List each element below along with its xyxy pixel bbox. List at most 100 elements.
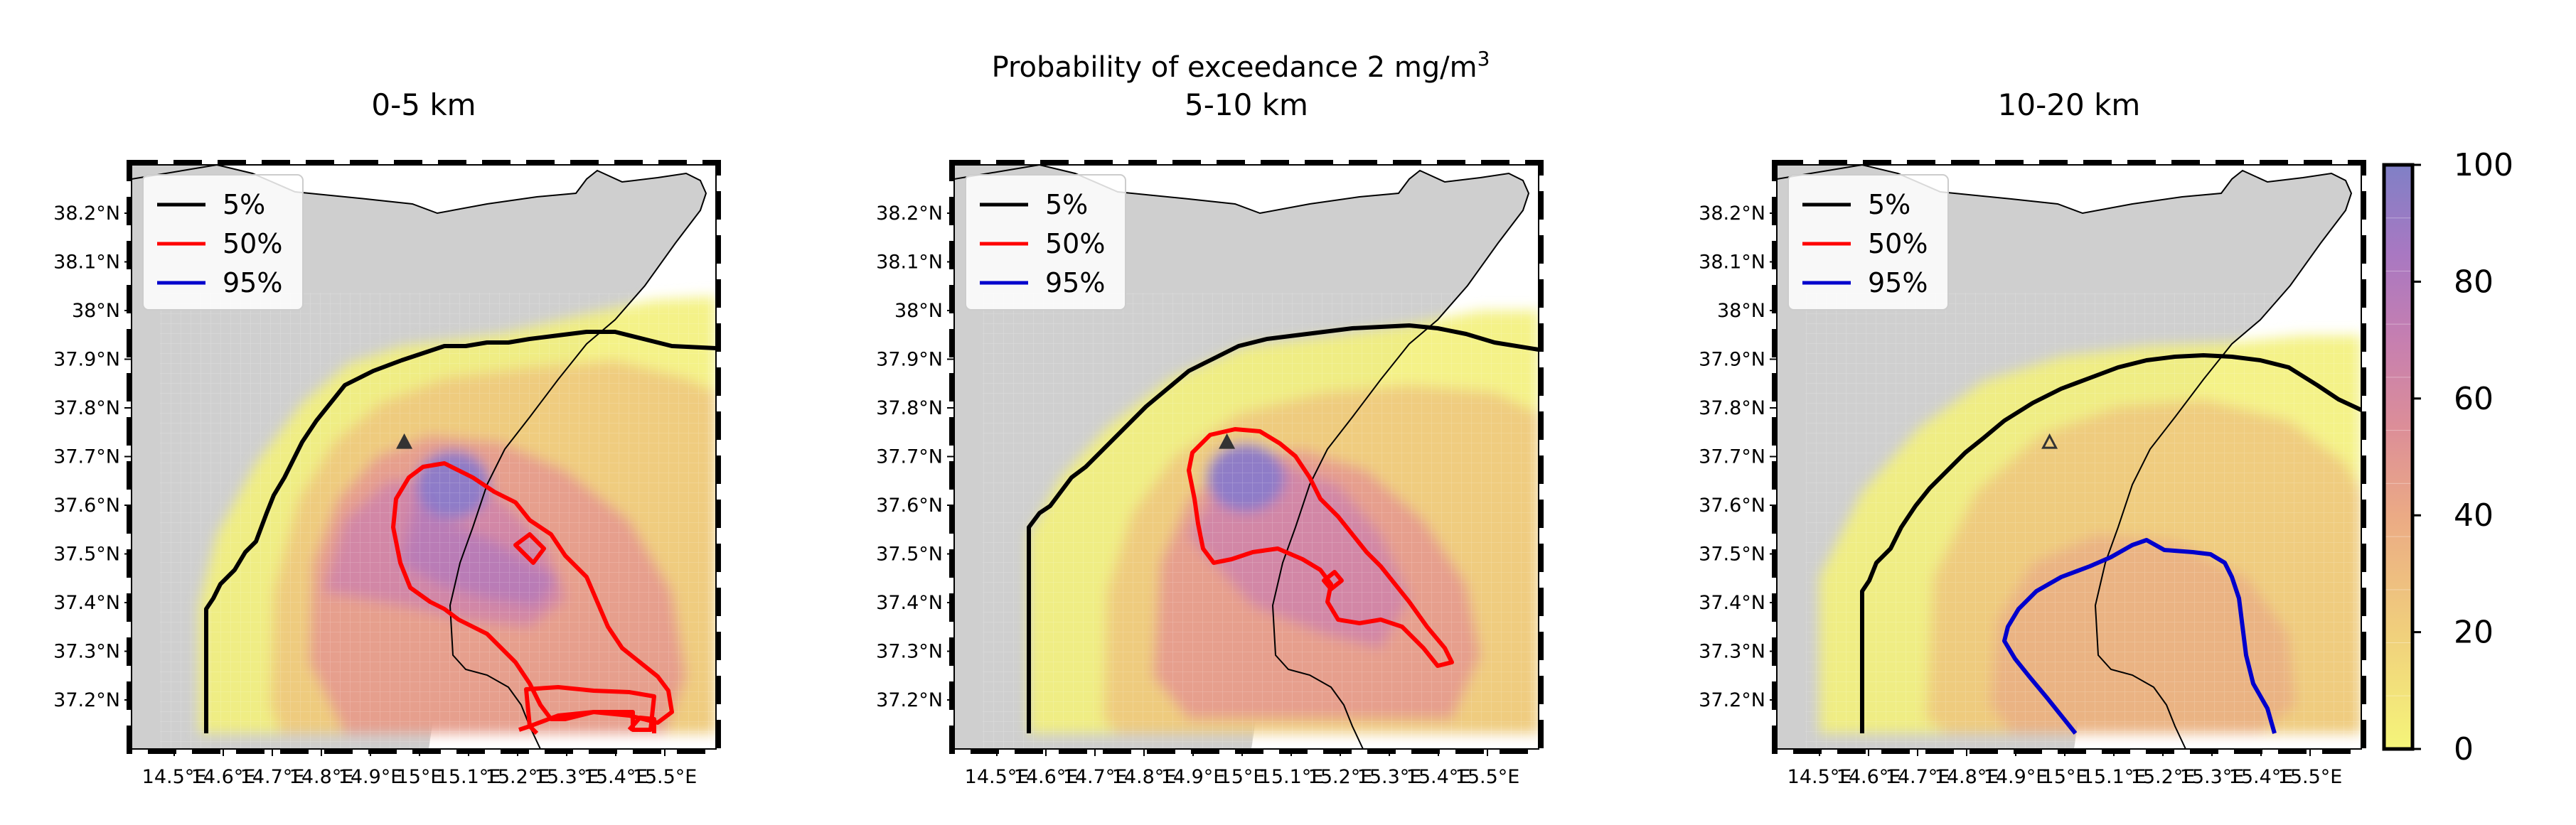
colorbar-tick-label: 80	[2454, 264, 2494, 300]
legend-box	[965, 174, 1126, 311]
y-tick-label: 37.5°N	[53, 544, 120, 566]
x-tick-label: 14.8°E	[1935, 766, 1999, 788]
panel-title: 0-5 km	[371, 87, 476, 122]
x-tick-label: 15.5°E	[1455, 766, 1520, 788]
y-tick-label: 37.6°N	[53, 495, 120, 517]
y-tick-label: 37.9°N	[53, 349, 120, 371]
contour-line-3	[1322, 570, 1344, 591]
y-tick-label: 37.9°N	[876, 349, 943, 371]
x-tick-label: 14.9°E	[1161, 766, 1226, 788]
x-tick-label: 15.4°E	[2229, 766, 2294, 788]
map-panel-2: 5-10 km 38.2°N 38.1°N 38°N 37.9°N 37.8°N 37.7°…	[876, 87, 1544, 788]
legend: 5% 50% 95%	[965, 174, 1126, 311]
map-frame-dashed	[949, 160, 1544, 754]
x-tick-label: 14.9°E	[1984, 766, 2048, 788]
map-panel-3: 10-20 km 38.2°N 38.1°N 38°N 37.9°N 37.8°N 37.7…	[1699, 87, 2366, 788]
legend-label: 5%	[1045, 189, 1088, 220]
y-tick-label: 37.3°N	[876, 641, 943, 663]
colorbar-tick-label: 40	[2454, 497, 2494, 534]
colorbar-frame	[2382, 163, 2415, 751]
y-tick-label: 37.3°N	[53, 641, 120, 663]
x-tick-label: 15.1°E	[2082, 766, 2147, 788]
x-tick-label: 15.5°E	[633, 766, 698, 788]
map-frame-dashed	[127, 160, 721, 754]
source-marker	[2041, 433, 2058, 449]
y-tick-label: 38.2°N	[53, 203, 120, 225]
legend-label: 95%	[1868, 267, 1928, 298]
y-tick-label: 37.7°N	[1699, 446, 1765, 468]
y-tick-label: 37.8°N	[53, 397, 120, 419]
contour-line-6	[518, 724, 539, 735]
y-tick-label: 38°N	[1717, 300, 1765, 322]
x-tick-label: 15.4°E	[584, 766, 648, 788]
map-frame-dashed	[1772, 160, 2366, 754]
legend-box	[142, 174, 304, 311]
contour-line-1	[1860, 353, 2361, 733]
map-panel-1: 0-5 km 38.2°N 38.1°N 38°N 37.9°N 37.8°N 37.7°N…	[53, 87, 721, 788]
x-tick-label: 15.4°E	[1406, 766, 1471, 788]
legend-label: 50%	[223, 228, 282, 259]
panel-title: 10-20 km	[1998, 87, 2141, 122]
x-tick-label: 15.3°E	[535, 766, 599, 788]
y-tick-label: 37.5°N	[1699, 544, 1765, 566]
y-tick-label: 38.1°N	[876, 252, 943, 274]
y-tick-label: 37.2°N	[53, 689, 120, 711]
x-tick-label: 15.2°E	[1308, 766, 1373, 788]
source-marker	[1219, 433, 1236, 449]
x-tick-label: 14.8°E	[289, 766, 354, 788]
legend: 5% 50% 95%	[142, 174, 304, 311]
y-tick-label: 38.1°N	[1699, 252, 1765, 274]
y-tick-label: 37.4°N	[876, 592, 943, 614]
legend-label: 5%	[1868, 189, 1910, 220]
grid-overlay	[160, 293, 716, 749]
legend-label: 95%	[223, 267, 282, 298]
y-tick-label: 37.4°N	[53, 592, 120, 614]
x-tick-label: 15.3°E	[1357, 766, 1422, 788]
y-tick-label: 37.7°N	[53, 446, 120, 468]
x-tick-label: 14.6°E	[191, 766, 256, 788]
legend-label: 50%	[1868, 228, 1928, 259]
x-tick-label: 14.7°E	[240, 766, 305, 788]
x-tick-label: 15°E	[397, 766, 443, 788]
x-tick-label: 14.5°E	[142, 766, 207, 788]
x-tick-label: 15°E	[2042, 766, 2088, 788]
x-tick-label: 15.1°E	[437, 766, 501, 788]
x-tick-label: 14.9°E	[338, 766, 403, 788]
coastline	[1777, 165, 2353, 749]
colorbar-tick-label: 100	[2454, 147, 2513, 183]
y-tick-label: 38.1°N	[53, 252, 120, 274]
panel-title: 5-10 km	[1185, 87, 1308, 122]
grid-overlay	[1805, 293, 2361, 749]
contour-line-3	[513, 532, 546, 565]
x-tick-label: 15.5°E	[2278, 766, 2343, 788]
colorbar-gradient	[2384, 165, 2412, 749]
x-tick-label: 15°E	[1219, 766, 1266, 788]
colorbar-tick-label: 20	[2454, 615, 2494, 651]
y-tick-label: 38.2°N	[1699, 203, 1765, 225]
x-tick-label: 14.8°E	[1112, 766, 1177, 788]
y-tick-label: 38.2°N	[876, 203, 943, 225]
x-tick-label: 14.5°E	[1787, 766, 1852, 788]
coastline	[954, 165, 1530, 749]
y-tick-label: 37.8°N	[1699, 397, 1765, 419]
contour-line-2	[2002, 538, 2277, 735]
x-tick-label: 14.5°E	[965, 766, 1030, 788]
x-tick-label: 14.6°E	[1837, 766, 1901, 788]
contour-line-1	[1027, 323, 1539, 733]
y-tick-label: 38°N	[72, 300, 120, 322]
source-marker	[396, 433, 413, 449]
grid-overlay	[983, 293, 1539, 749]
x-tick-label: 15.2°E	[486, 766, 550, 788]
coastline	[132, 165, 707, 749]
y-tick-label: 37.8°N	[876, 397, 943, 419]
contour-line-2	[1187, 427, 1454, 668]
x-tick-label: 14.7°E	[1886, 766, 1950, 788]
y-tick-label: 38°N	[894, 300, 943, 322]
y-tick-label: 37.2°N	[1699, 689, 1765, 711]
y-tick-label: 37.9°N	[1699, 349, 1765, 371]
x-tick-label: 14.6°E	[1014, 766, 1079, 788]
legend-label: 50%	[1045, 228, 1105, 259]
contour-line-5	[627, 716, 656, 733]
colorbar-tick-label: 0	[2454, 731, 2474, 767]
x-tick-label: 15.2°E	[2131, 766, 2196, 788]
